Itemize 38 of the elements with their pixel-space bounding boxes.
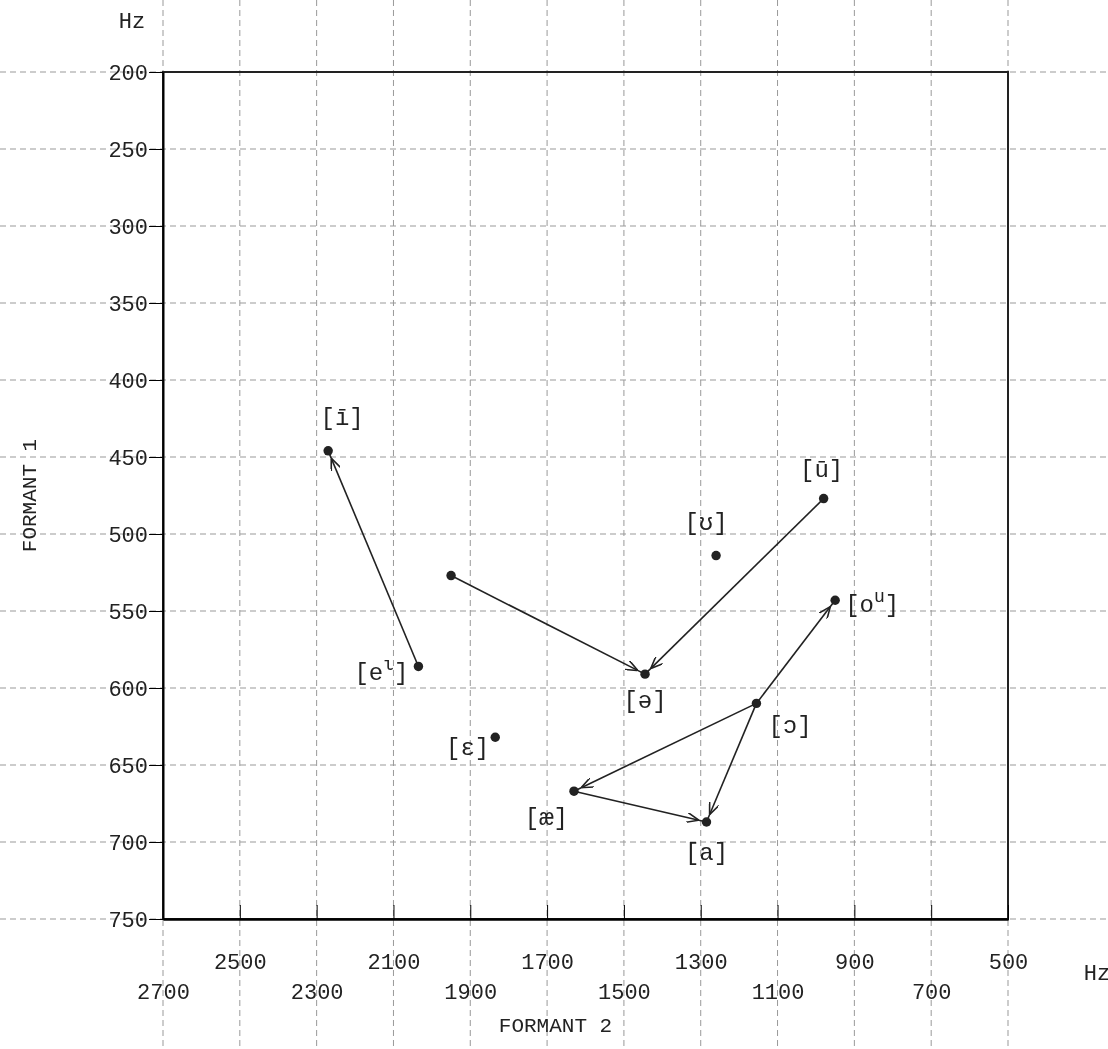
y-tick-label: 750 [108,908,148,934]
x2-tick-label: 1700 [521,950,574,976]
annotation: [ɔ] [768,713,812,741]
y-tick-label: 450 [108,446,148,472]
y-tick-label: 650 [108,754,148,780]
text: Hz [118,10,146,35]
x2-tick-label: 2500 [213,950,267,976]
x2-tick-label: 900 [835,950,875,976]
x-tick-label: 700 [911,980,952,1006]
x-tick-label: 1500 [598,980,651,1006]
text: Hz [1083,962,1108,987]
annotation: [o$^{u}$] [845,587,900,620]
annotation: [æ] [524,805,568,833]
y-tick-label: 600 [108,677,148,703]
x-axis-title: FORMANT 2 [498,1015,613,1038]
y-tick-label: 550 [108,600,148,626]
y-tick-label: 250 [108,138,148,164]
annotation: [ī] [320,404,364,432]
x-tick-label: 2700 [137,980,190,1006]
y-tick-label: 400 [108,369,148,395]
y-tick-label: 200 [108,61,148,87]
x2-tick-label: 500 [988,950,1029,976]
annotation: [e$^{ι}$] [354,655,409,688]
y-tick-label: 700 [108,831,148,857]
annotation: [ə] [623,688,667,716]
y-tick-label: 500 [108,523,148,549]
x-tick-label: 1100 [751,980,805,1006]
y-tick-label: 350 [108,292,148,318]
annotation: [ɛ] [446,735,490,763]
annotation: [ū] [800,456,844,484]
y-axis-title: FORMANT 1 [19,438,42,553]
annotation: [a] [684,839,729,867]
x-tick-label: 1900 [444,980,498,1006]
x-tick-label: 2300 [290,980,344,1006]
y-tick-label: 300 [108,215,148,241]
x2-tick-label: 1300 [674,950,728,976]
annotation: [ʊ] [684,509,728,537]
x2-tick-label: 2100 [367,950,421,976]
